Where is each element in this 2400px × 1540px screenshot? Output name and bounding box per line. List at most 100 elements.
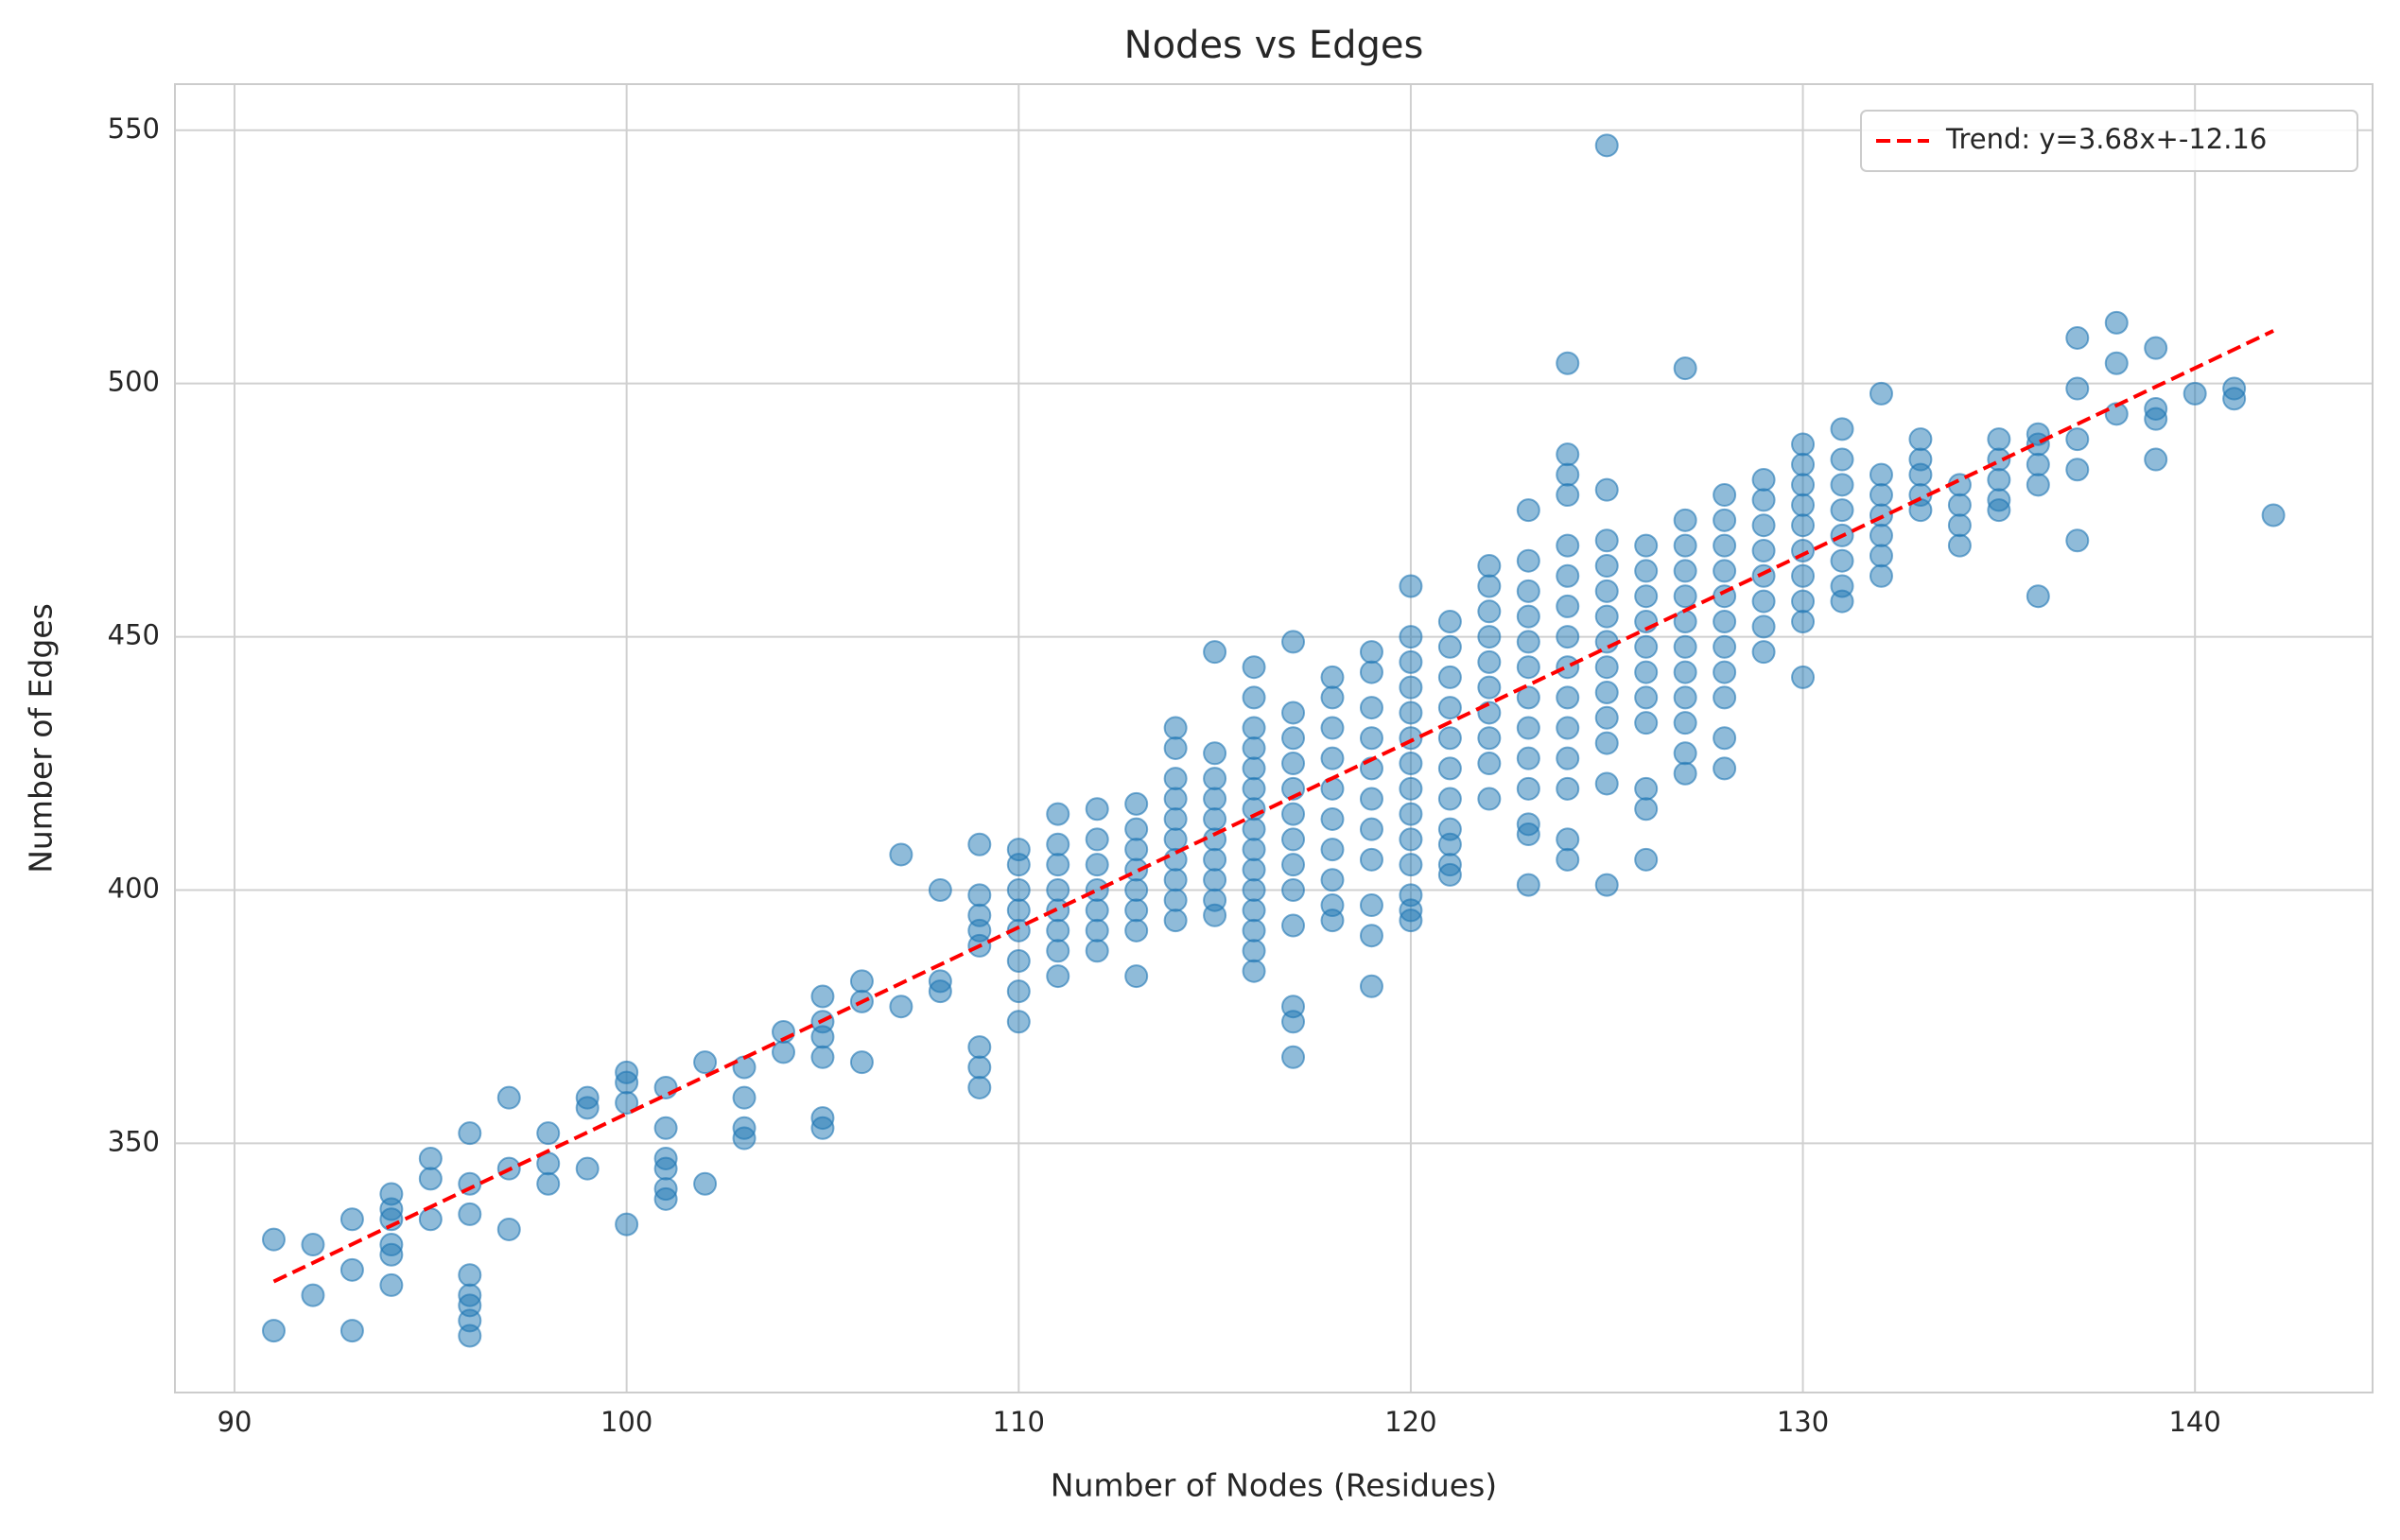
scatter-point <box>1516 548 1540 573</box>
scatter-point <box>1399 853 1423 877</box>
scatter-point <box>889 995 913 1019</box>
scatter-point <box>1359 660 1383 684</box>
scatter-point <box>1281 877 1306 902</box>
scatter-point <box>1203 787 1227 811</box>
scatter-point <box>1516 655 1540 680</box>
scatter-point <box>1594 133 1619 158</box>
scatter-point <box>1046 918 1070 943</box>
scatter-point <box>1006 948 1031 973</box>
scatter-point <box>1320 838 1345 862</box>
scatter-point <box>458 1121 482 1146</box>
scatter-point <box>1163 888 1188 912</box>
scatter-point <box>2065 528 2090 553</box>
scatter-point <box>1242 959 1266 983</box>
scatter-point <box>1163 735 1188 760</box>
scatter-point <box>1556 685 1580 710</box>
scatter-point <box>2261 503 2286 528</box>
scatter-point <box>1751 589 1776 614</box>
scatter-point <box>1791 513 1816 538</box>
scatter-point <box>1046 964 1070 989</box>
legend-label: Trend: y=3.68x+-12.16 <box>1945 123 2267 155</box>
scatter-point <box>1477 554 1502 579</box>
scatter-point <box>1791 432 1816 457</box>
scatter-point <box>1399 625 1423 649</box>
scatter-point <box>1437 696 1462 720</box>
scatter-point <box>1751 513 1776 538</box>
scatter-point <box>1634 533 1659 558</box>
scatter-point <box>1713 634 1737 659</box>
scatter-point <box>1085 898 1109 923</box>
scatter-point <box>301 1283 325 1307</box>
scatter-point <box>1477 625 1502 649</box>
scatter-point <box>1791 538 1816 562</box>
scatter-point <box>1124 817 1149 841</box>
scatter-point <box>1163 767 1188 791</box>
scatter-point <box>1673 609 1697 633</box>
scatter-point <box>1006 1010 1031 1034</box>
scatter-point <box>1673 660 1697 684</box>
scatter-point <box>1791 452 1816 476</box>
scatter-point <box>1281 827 1306 852</box>
scatter-point <box>1242 939 1266 963</box>
scatter-point <box>536 1121 561 1146</box>
trend-line <box>272 329 2274 1284</box>
scatter-point <box>653 1075 678 1099</box>
scatter-point <box>1242 716 1266 740</box>
scatter-point <box>1281 853 1306 877</box>
scatter-point <box>1869 381 1893 406</box>
scatter-point <box>693 1050 718 1075</box>
scatter-point <box>1163 868 1188 892</box>
scatter-point <box>772 1040 796 1064</box>
scatter-point <box>928 979 952 1004</box>
scatter-point <box>418 1167 443 1191</box>
scatter-point <box>1869 483 1893 508</box>
scatter-point <box>2104 351 2129 375</box>
scatter-point <box>1281 802 1306 826</box>
scatter-point <box>1399 675 1423 700</box>
scatter-point <box>1203 767 1227 791</box>
scatter-point <box>1399 752 1423 776</box>
scatter-point <box>1163 908 1188 933</box>
scatter-point <box>1477 574 1502 598</box>
scatter-point <box>1556 351 1580 375</box>
scatter-point <box>1242 877 1266 902</box>
scatter-point <box>1085 827 1109 852</box>
scatter-point <box>1124 898 1149 923</box>
scatter-point <box>1869 523 1893 547</box>
scatter-point <box>1359 726 1383 751</box>
y-tick-label: 350 <box>108 1125 160 1157</box>
scatter-point <box>1987 498 2011 523</box>
plot-frame <box>174 83 2374 1393</box>
scatter-point <box>1673 559 1697 583</box>
scatter-point <box>1124 838 1149 862</box>
scatter-point <box>967 1055 992 1080</box>
scatter-point <box>1242 898 1266 923</box>
scatter-point <box>1556 533 1580 558</box>
scatter-point <box>1556 716 1580 740</box>
scatter-point <box>1085 877 1109 902</box>
scatter-point <box>1673 741 1697 766</box>
scatter-point <box>1163 787 1188 811</box>
scatter-point <box>1242 838 1266 862</box>
scatter-point <box>1437 862 1462 887</box>
scatter-point <box>1869 563 1893 588</box>
scatter-point <box>1203 868 1227 892</box>
scatter-point <box>1281 1010 1306 1034</box>
scatter-point <box>1713 609 1737 633</box>
scatter-point <box>1594 579 1619 603</box>
scatter-point <box>575 1096 600 1120</box>
scatter-point <box>458 1202 482 1226</box>
scatter-point <box>496 1217 521 1241</box>
scatter-point <box>1830 447 1854 472</box>
scatter-point <box>1437 832 1462 857</box>
scatter-point <box>1830 589 1854 614</box>
scatter-point <box>1673 584 1697 609</box>
scatter-point <box>1556 483 1580 508</box>
scatter-point <box>1791 493 1816 517</box>
scatter-point <box>1437 726 1462 751</box>
scatter-point <box>1242 857 1266 882</box>
scatter-point <box>1713 533 1737 558</box>
scatter-point <box>1124 918 1149 943</box>
scatter-point <box>1046 939 1070 963</box>
